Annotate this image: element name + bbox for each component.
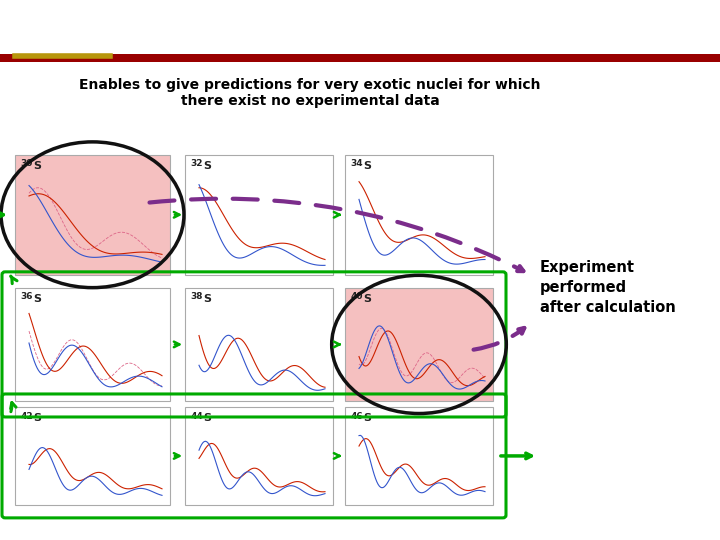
Text: S: S <box>363 294 371 304</box>
Text: S: S <box>33 414 41 423</box>
Text: 30: 30 <box>21 159 33 168</box>
Bar <box>0 54 720 62</box>
Text: Experiment
performed
after calculation: Experiment performed after calculation <box>540 260 676 315</box>
Bar <box>185 407 333 504</box>
Text: 46: 46 <box>351 411 363 421</box>
Text: S: S <box>203 414 211 423</box>
Bar <box>345 155 493 274</box>
Text: 44: 44 <box>190 411 203 421</box>
Text: 32: 32 <box>191 159 203 168</box>
Bar <box>15 288 170 401</box>
Bar <box>15 155 170 274</box>
Text: SEMI-MICROSCOPIC OPTICAL MODEL: SEMI-MICROSCOPIC OPTICAL MODEL <box>135 18 549 38</box>
Text: 38: 38 <box>191 292 203 301</box>
Bar <box>345 407 493 504</box>
Text: S: S <box>363 161 371 171</box>
Bar <box>345 288 493 401</box>
Text: S: S <box>33 161 41 171</box>
Text: S: S <box>203 294 211 304</box>
Text: S: S <box>33 294 41 304</box>
Text: 40: 40 <box>351 292 363 301</box>
Text: S: S <box>203 161 211 171</box>
Text: DE LA RECHERCHE À L'INDUSTRIE: DE LA RECHERCHE À L'INDUSTRIE <box>18 4 91 8</box>
Text: S: S <box>363 414 371 423</box>
Text: there exist no experimental data: there exist no experimental data <box>181 94 439 108</box>
Text: Enables to give predictions for very exotic nuclei for which: Enables to give predictions for very exo… <box>79 78 541 92</box>
Bar <box>185 288 333 401</box>
Bar <box>185 155 333 274</box>
Text: 36: 36 <box>20 292 33 301</box>
Text: 34: 34 <box>351 159 363 168</box>
Bar <box>15 407 170 504</box>
Text: 42: 42 <box>20 411 33 421</box>
Text: cea: cea <box>18 10 76 41</box>
